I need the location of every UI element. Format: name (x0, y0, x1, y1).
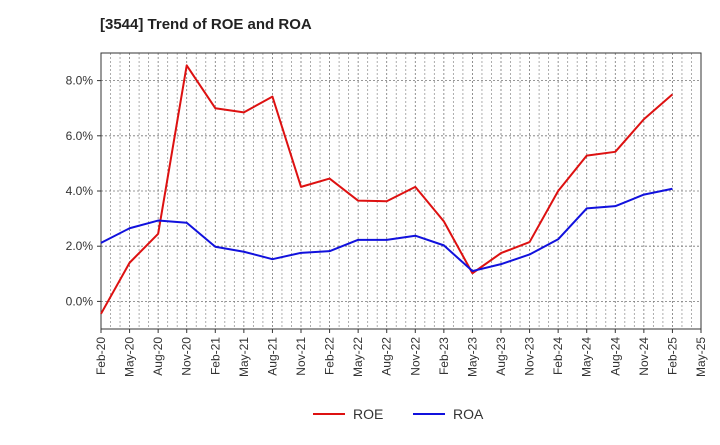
legend-label-roa: ROA (453, 406, 484, 422)
x-tick-label: Aug-24 (608, 337, 622, 376)
x-tick-label: May-25 (694, 337, 708, 377)
series-line-roe (100, 64, 674, 315)
x-tick-label: Feb-21 (208, 337, 222, 375)
x-tick-label: Nov-20 (180, 337, 194, 376)
x-tick-label: May-24 (580, 337, 594, 377)
x-tick-label: Feb-20 (94, 337, 108, 375)
x-tick-label: Nov-21 (294, 337, 308, 376)
x-tick-label: Feb-24 (551, 337, 565, 375)
y-tick-label: 4.0% (66, 184, 94, 198)
axis-layer: 0.0% 2.0% 4.0% 6.0% 8.0% Feb-20 May-20 Aug-20 No… (66, 52, 708, 377)
legend-label-roe: ROE (353, 406, 383, 422)
x-tick-label: Aug-23 (494, 337, 508, 376)
x-tick-label: May-20 (123, 337, 137, 377)
x-tick-label: May-21 (237, 337, 251, 377)
x-tick-label: Aug-20 (151, 337, 165, 376)
series-line-roa (100, 187, 673, 273)
chart-title: [3544] Trend of ROE and ROA (100, 16, 312, 33)
legend: ROE ROA (313, 406, 484, 422)
x-tick-label: Aug-21 (265, 337, 279, 376)
y-tick-label: 0.0% (66, 294, 94, 308)
x-tick-label: Nov-23 (523, 337, 537, 376)
x-tick-label: Nov-22 (408, 337, 422, 376)
x-tick-label: Feb-25 (665, 337, 679, 375)
y-tick-label: 2.0% (66, 239, 94, 253)
series-layer (100, 64, 674, 315)
plot-border (100, 52, 702, 330)
y-tick-label: 8.0% (66, 74, 94, 88)
grid-layer (101, 53, 701, 329)
x-tick-label: May-22 (351, 337, 365, 377)
x-tick-label: Feb-22 (323, 337, 337, 375)
x-tick-label: Aug-22 (380, 337, 394, 376)
x-tick-label: Nov-24 (637, 337, 651, 376)
y-tick-label: 6.0% (66, 129, 94, 143)
x-tick-label: Feb-23 (437, 337, 451, 375)
x-tick-label: May-23 (465, 337, 479, 377)
